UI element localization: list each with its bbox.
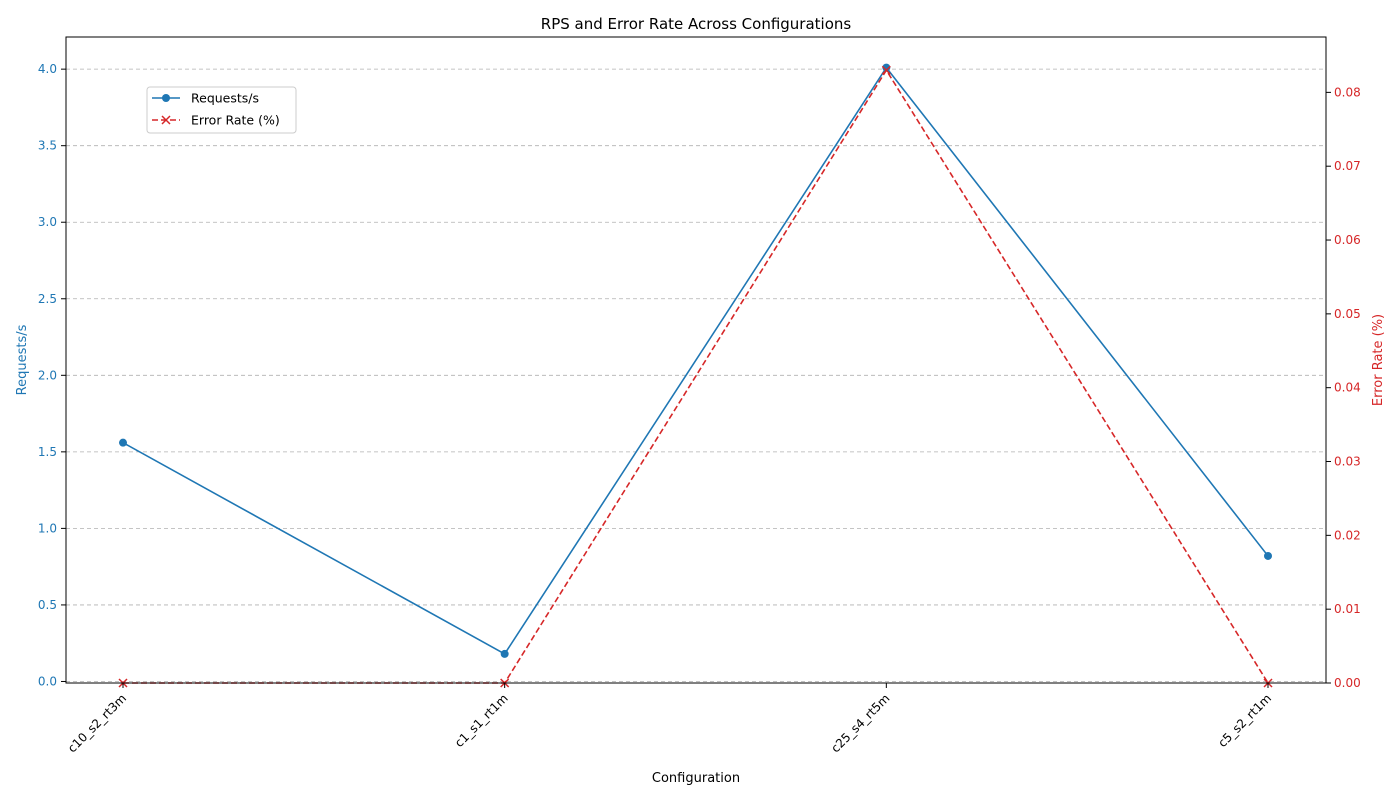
legend-label: Requests/s <box>191 91 259 106</box>
legend-label: Error Rate (%) <box>191 113 280 128</box>
x-tick-label: c25_s4_rt5m <box>828 691 892 755</box>
data-point <box>119 438 127 447</box>
data-point <box>882 63 891 72</box>
y-left-tick-label: 0.0 <box>38 674 57 688</box>
y-left-tick-label: 4.0 <box>38 62 57 76</box>
legend-box <box>146 86 297 134</box>
y-right-tick-label: 0.08 <box>1334 85 1361 99</box>
x-tick-label: c5_s2_rt1m <box>1215 691 1274 750</box>
y-left-tick-label: 3.0 <box>38 215 57 229</box>
y-right-tick-label: 0.06 <box>1334 233 1361 247</box>
y-left-tick-label: 1.0 <box>38 521 57 535</box>
legend-entry: Error Rate (%) <box>152 113 280 128</box>
x-tick-label: c10_s2_rt3m <box>65 691 129 755</box>
y-right-tick-label: 0.01 <box>1334 602 1361 616</box>
data-point <box>881 65 891 75</box>
x-tick-label: c1_s1_rt1m <box>452 691 511 750</box>
y-right-tick-label: 0.00 <box>1334 676 1361 690</box>
y-right-tick-label: 0.04 <box>1334 381 1361 395</box>
chart-title: RPS and Error Rate Across Configurations <box>541 15 852 33</box>
y-axis-right-label: Error Rate (%) <box>1371 314 1386 406</box>
axes: 0.0 0.5 1.0 1.5 2.0 2.5 3.0 3.5 4.0 0.00 0.01 0.02 0… <box>38 62 1361 755</box>
y-axis-left-label: Requests/s <box>15 324 30 395</box>
y-right-tick-label: 0.02 <box>1334 528 1361 542</box>
series-line-1 <box>123 68 1269 684</box>
y-left-tick-label: 2.0 <box>38 368 57 382</box>
legend-marker <box>162 94 170 102</box>
legend: Requests/s Error Rate (%) <box>146 86 297 134</box>
legend-marker <box>161 115 171 125</box>
y-left-tick-label: 3.5 <box>38 139 57 153</box>
x-axis-label: Configuration <box>652 771 740 786</box>
legend-entry: Requests/s <box>152 91 259 106</box>
y-right-tick-label: 0.03 <box>1334 455 1361 469</box>
plot-frame <box>65 36 1327 684</box>
y-left-tick-label: 2.5 <box>38 292 57 306</box>
y-left-tick-label: 0.5 <box>38 598 57 612</box>
data-point <box>1264 551 1272 560</box>
y-left-tick-label: 1.5 <box>38 445 57 459</box>
x-marker-stroke <box>881 65 891 75</box>
data-point <box>500 649 509 658</box>
series-line-0 <box>122 66 1269 655</box>
y-right-tick-label: 0.07 <box>1334 159 1361 173</box>
y-right-tick-label: 0.05 <box>1334 307 1361 321</box>
